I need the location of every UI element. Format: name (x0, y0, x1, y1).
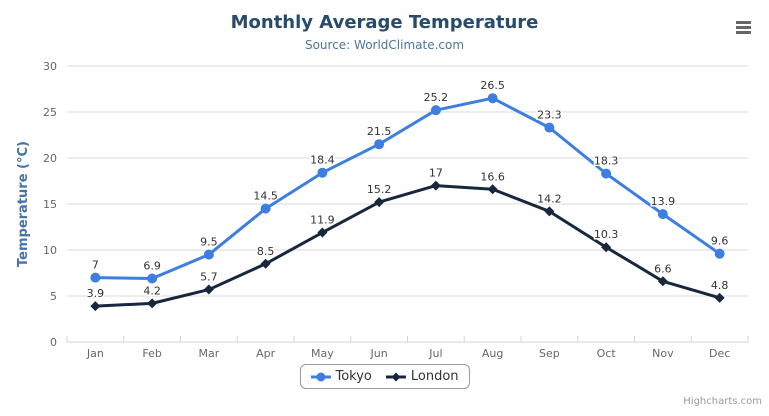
london-legend-marker-icon (385, 372, 406, 381)
data-label: 11.9 (310, 214, 335, 227)
legend-item-tokyo[interactable]: Tokyo (310, 369, 372, 384)
data-label: 25.2 (424, 91, 449, 104)
hamburger-icon (736, 25, 751, 29)
series-tokyo-point[interactable] (487, 93, 498, 104)
series-london-point[interactable] (657, 276, 668, 287)
data-label: 17 (429, 167, 443, 180)
y-axis-label: 20 (43, 152, 57, 165)
data-label: 18.3 (594, 155, 619, 168)
series-tokyo-point[interactable] (260, 203, 271, 214)
data-label: 14.5 (253, 190, 278, 203)
y-axis-title: Temperature (°C) (16, 141, 31, 267)
legend-item-label: London (410, 369, 459, 384)
series-london-point[interactable] (714, 292, 725, 303)
data-label: 3.9 (87, 287, 105, 300)
hamburger-icon (736, 30, 751, 34)
series-tokyo-point[interactable] (601, 168, 612, 179)
series-london-line (95, 184, 721, 308)
data-label: 6.9 (143, 260, 161, 273)
series-tokyo-point[interactable] (317, 167, 328, 178)
series-tokyo-point[interactable] (657, 209, 668, 220)
data-label: 4.2 (143, 284, 161, 297)
data-label: 4.8 (711, 279, 729, 292)
hamburger-icon (736, 20, 751, 24)
series-tokyo-point[interactable] (203, 249, 214, 260)
chart-title: Monthly Average Temperature (230, 12, 539, 33)
series-tokyo-point[interactable] (147, 273, 158, 284)
data-label: 23.3 (537, 109, 562, 122)
series-london-point[interactable] (544, 206, 555, 217)
series-tokyo-point[interactable] (90, 272, 101, 283)
data-label: 18.4 (310, 154, 335, 167)
tokyo-legend-marker-icon (310, 372, 331, 381)
series-london-point[interactable] (260, 258, 271, 269)
series-tokyo-point[interactable] (430, 105, 441, 116)
x-axis-label: Nov (652, 347, 674, 360)
x-axis-label: Dec (709, 347, 730, 360)
y-axis-label: 5 (50, 290, 57, 303)
x-axis-label: Mar (198, 347, 219, 360)
y-axis-label: 30 (43, 60, 57, 73)
x-axis-label: May (311, 347, 334, 360)
export-menu-button[interactable] (734, 18, 754, 36)
data-label: 13.9 (651, 195, 676, 208)
series-london-point[interactable] (203, 284, 214, 295)
y-axis-label: 10 (43, 244, 57, 257)
series-tokyo-point[interactable] (544, 122, 555, 133)
legend-item-london[interactable]: London (385, 369, 459, 384)
y-axis-label: 15 (43, 198, 57, 211)
series-london-point[interactable] (487, 184, 498, 195)
series-london-point[interactable] (430, 180, 441, 191)
series-tokyo-point[interactable] (714, 248, 725, 259)
legend: Tokyo London (299, 364, 470, 389)
series-tokyo-line (95, 96, 721, 281)
data-label: 9.5 (200, 236, 218, 249)
x-axis-label: Apr (256, 347, 276, 360)
series-london-point[interactable] (317, 227, 328, 238)
series-london-point[interactable] (90, 301, 101, 312)
data-label: 26.5 (480, 79, 505, 92)
data-label: 7 (92, 259, 99, 272)
data-label: 21.5 (367, 125, 392, 138)
series-london-point[interactable] (147, 298, 158, 309)
data-label: 5.7 (200, 271, 218, 284)
x-axis-label: Jan (86, 347, 104, 360)
data-label: 16.6 (480, 170, 505, 183)
x-axis-label: Sep (539, 347, 560, 360)
x-axis-label: Aug (482, 347, 503, 360)
series-london-point[interactable] (374, 197, 385, 208)
x-axis-label: Jun (370, 347, 388, 360)
y-axis-label: 0 (50, 336, 57, 349)
x-axis-label: Oct (597, 347, 617, 360)
x-axis-label: Feb (142, 347, 161, 360)
data-label: 15.2 (367, 183, 392, 196)
data-label: 9.6 (711, 235, 729, 248)
data-label: 6.6 (654, 262, 672, 275)
credits-link[interactable]: Highcharts.com (683, 396, 762, 407)
series-tokyo-point[interactable] (374, 139, 385, 150)
x-axis-label: Jul (428, 347, 442, 360)
data-label: 14.2 (537, 192, 562, 205)
legend-item-label: Tokyo (335, 369, 372, 384)
data-label: 10.3 (594, 228, 619, 241)
y-axis-label: 25 (43, 106, 57, 119)
series-london-point[interactable] (601, 242, 612, 253)
data-label: 8.5 (257, 245, 275, 258)
chart-subtitle: Source: WorldClimate.com (304, 38, 465, 52)
